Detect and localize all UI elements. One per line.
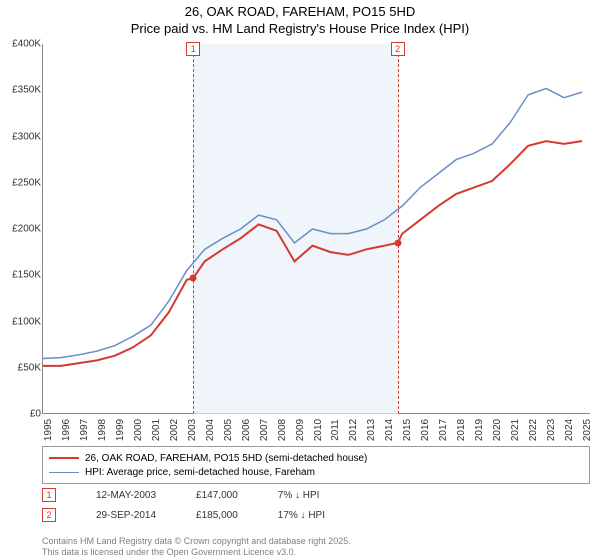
chart-area: £0£50K£100K£150K£200K£250K£300K£350K£400… <box>42 44 590 414</box>
x-tick-label: 2018 <box>456 419 467 441</box>
x-tick-label: 2000 <box>133 419 144 441</box>
x-tick-label: 2009 <box>295 419 306 441</box>
x-tick-label: 1998 <box>97 419 108 441</box>
x-tick-label: 1996 <box>61 419 72 441</box>
x-tick-label: 2008 <box>277 419 288 441</box>
x-tick-label: 2004 <box>205 419 216 441</box>
x-tick-label: 2016 <box>420 419 431 441</box>
sale-point <box>190 275 197 282</box>
y-tick-label: £0 <box>1 409 41 420</box>
x-tick-label: 2023 <box>546 419 557 441</box>
legend-label: HPI: Average price, semi-detached house,… <box>85 467 315 478</box>
y-tick-label: £50K <box>1 362 41 373</box>
plot: £0£50K£100K£150K£200K£250K£300K£350K£400… <box>42 44 590 414</box>
annotation-price: £147,000 <box>196 490 238 501</box>
x-tick-label: 2021 <box>510 419 521 441</box>
x-tick-label: 2015 <box>402 419 413 441</box>
legend-swatch <box>49 472 79 473</box>
y-tick-label: £200K <box>1 224 41 235</box>
x-tick-label: 2005 <box>223 419 234 441</box>
legend: 26, OAK ROAD, FAREHAM, PO15 5HD (semi-de… <box>42 446 590 484</box>
annotation-row: 2 29-SEP-2014 £185,000 17% ↓ HPI <box>42 508 590 522</box>
x-tick-label: 2025 <box>582 419 593 441</box>
x-tick-label: 2010 <box>313 419 324 441</box>
series-hpi <box>43 88 582 358</box>
title-address: 26, OAK ROAD, FAREHAM, PO15 5HD <box>0 4 600 19</box>
title-block: 26, OAK ROAD, FAREHAM, PO15 5HD Price pa… <box>0 0 600 36</box>
annotation-date: 12-MAY-2003 <box>96 490 156 501</box>
annotation-marker: 2 <box>42 508 56 522</box>
x-tick-label: 2002 <box>169 419 180 441</box>
legend-swatch <box>49 457 79 459</box>
y-tick-label: £250K <box>1 177 41 188</box>
x-tick-label: 2006 <box>241 419 252 441</box>
x-tick-label: 2017 <box>438 419 449 441</box>
footer-line1: Contains HM Land Registry data © Crown c… <box>42 536 351 547</box>
x-tick-label: 2007 <box>259 419 270 441</box>
x-tick-label: 2011 <box>330 419 341 441</box>
sale-point <box>394 239 401 246</box>
title-subtitle: Price paid vs. HM Land Registry's House … <box>0 21 600 36</box>
footer: Contains HM Land Registry data © Crown c… <box>42 536 351 558</box>
sale-marker-box: 1 <box>186 42 200 56</box>
x-tick-label: 2001 <box>151 419 162 441</box>
annotation-delta: 17% ↓ HPI <box>278 510 325 521</box>
y-tick-label: £300K <box>1 131 41 142</box>
x-tick-label: 1999 <box>115 419 126 441</box>
footer-line2: This data is licensed under the Open Gov… <box>42 547 351 558</box>
legend-item-price-paid: 26, OAK ROAD, FAREHAM, PO15 5HD (semi-de… <box>49 451 583 465</box>
x-tick-label: 2020 <box>492 419 503 441</box>
annotation-price: £185,000 <box>196 510 238 521</box>
y-tick-label: £400K <box>1 39 41 50</box>
x-tick-label: 2022 <box>528 419 539 441</box>
x-tick-label: 2012 <box>348 419 359 441</box>
x-tick-label: 2014 <box>384 419 395 441</box>
legend-label: 26, OAK ROAD, FAREHAM, PO15 5HD (semi-de… <box>85 453 367 464</box>
x-tick-label: 2003 <box>187 419 198 441</box>
chart-lines <box>43 44 591 414</box>
chart-container: 26, OAK ROAD, FAREHAM, PO15 5HD Price pa… <box>0 0 600 560</box>
annotation-date: 29-SEP-2014 <box>96 510 156 521</box>
x-tick-label: 1995 <box>43 419 54 441</box>
y-tick-label: £150K <box>1 270 41 281</box>
annotation-row: 1 12-MAY-2003 £147,000 7% ↓ HPI <box>42 488 590 502</box>
sale-marker-box: 2 <box>391 42 405 56</box>
x-tick-label: 2013 <box>366 419 377 441</box>
x-tick-label: 2019 <box>474 419 485 441</box>
x-tick-label: 2024 <box>564 419 575 441</box>
annotation-delta: 7% ↓ HPI <box>278 490 320 501</box>
series-price_paid <box>43 141 582 366</box>
annotation-marker: 1 <box>42 488 56 502</box>
x-tick-label: 1997 <box>79 419 90 441</box>
y-tick-label: £350K <box>1 85 41 96</box>
y-tick-label: £100K <box>1 316 41 327</box>
legend-item-hpi: HPI: Average price, semi-detached house,… <box>49 465 583 479</box>
